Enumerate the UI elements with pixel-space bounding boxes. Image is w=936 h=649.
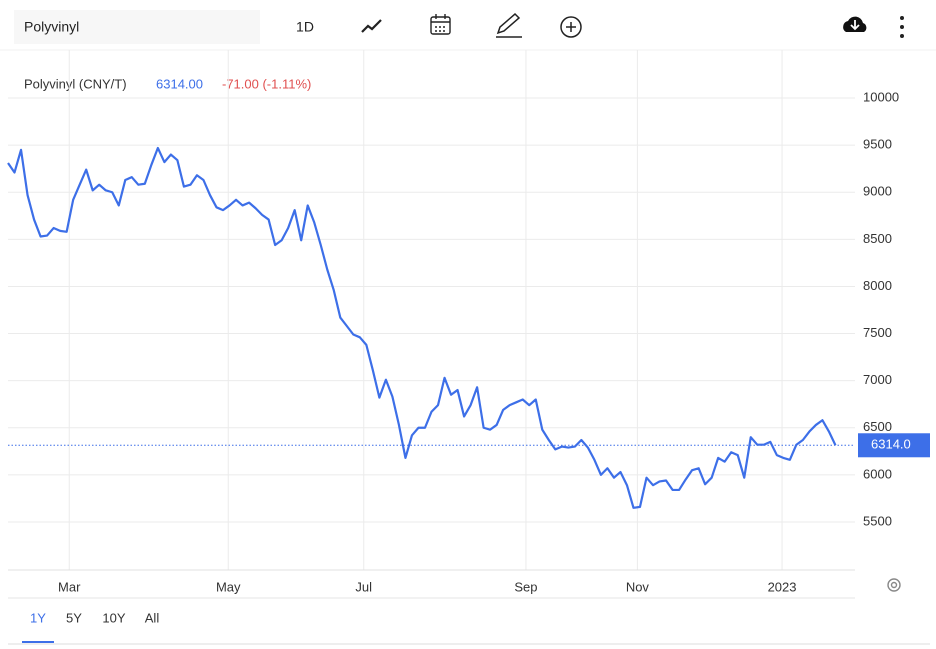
range-button[interactable]: 5Y (66, 610, 82, 625)
y-tick-label: 6000 (863, 466, 892, 481)
last-price-label: 6314.0 (871, 437, 911, 452)
range-button[interactable]: All (145, 610, 160, 625)
calendar-icon[interactable] (430, 14, 451, 35)
x-tick-label: Sep (514, 579, 537, 594)
change: -71.00 (-1.11%) (222, 76, 311, 91)
y-tick-label: 9000 (863, 184, 892, 199)
search-box[interactable] (14, 10, 260, 44)
y-tick-label: 7500 (863, 325, 892, 340)
search-text[interactable]: Polyvinyl (24, 19, 79, 35)
range-button[interactable]: 10Y (102, 610, 125, 625)
x-tick-label: 2023 (768, 579, 797, 594)
chart-type-icon[interactable] (361, 19, 382, 33)
x-tick-label: Nov (626, 579, 650, 594)
y-tick-label: 6500 (863, 419, 892, 434)
download-icon[interactable] (843, 16, 867, 32)
y-tick-label: 5500 (863, 513, 892, 528)
chart-title: Polyvinyl (CNY/T) (24, 76, 127, 91)
x-tick-label: Jul (355, 579, 372, 594)
price: 6314.00 (156, 76, 203, 91)
y-tick-label: 7000 (863, 372, 892, 387)
y-tick-label: 8000 (863, 278, 892, 293)
last-price-box (858, 433, 930, 458)
draw-icon[interactable] (496, 12, 522, 38)
menu-icon[interactable] (900, 16, 904, 38)
y-tick-label: 10000 (863, 89, 899, 104)
add-icon[interactable] (560, 16, 582, 38)
y-tick-label: 8500 (863, 231, 892, 246)
range-button[interactable]: 1Y (30, 610, 46, 625)
y-tick-label: 9500 (863, 137, 892, 152)
x-tick-label: May (216, 579, 241, 594)
x-tick-label: Mar (58, 579, 81, 594)
interval-button[interactable]: 1D (296, 19, 314, 35)
price-line (7, 146, 837, 509)
settings-icon[interactable] (887, 578, 901, 592)
